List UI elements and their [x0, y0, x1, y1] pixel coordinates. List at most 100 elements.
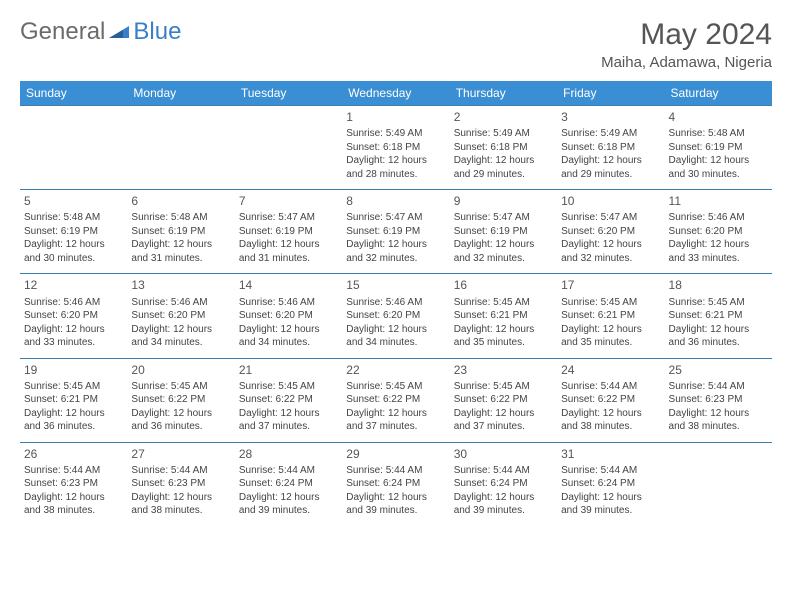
- day-number: 18: [669, 277, 768, 293]
- calendar-cell-empty: [20, 106, 127, 190]
- daylight-line: Daylight: 12 hours and 39 minutes.: [239, 491, 338, 518]
- day-number: 6: [131, 193, 230, 209]
- day-header: Wednesday: [342, 81, 449, 106]
- sunrise-line: Sunrise: 5:48 AM: [24, 211, 123, 225]
- calendar-cell: 30Sunrise: 5:44 AMSunset: 6:24 PMDayligh…: [450, 442, 557, 526]
- calendar-cell: 3Sunrise: 5:49 AMSunset: 6:18 PMDaylight…: [557, 106, 664, 190]
- sunrise-line: Sunrise: 5:46 AM: [669, 211, 768, 225]
- day-number: 13: [131, 277, 230, 293]
- day-number: 26: [24, 446, 123, 462]
- daylight-line: Daylight: 12 hours and 36 minutes.: [131, 407, 230, 434]
- sunset-line: Sunset: 6:23 PM: [669, 393, 768, 407]
- sunrise-line: Sunrise: 5:44 AM: [346, 464, 445, 478]
- calendar-cell-empty: [235, 106, 342, 190]
- calendar-cell: 28Sunrise: 5:44 AMSunset: 6:24 PMDayligh…: [235, 442, 342, 526]
- daylight-line: Daylight: 12 hours and 34 minutes.: [239, 323, 338, 350]
- calendar-row: 26 Sunrise: 5:44 AM Sunset: 6:23 PM Dayligh…: [20, 442, 772, 526]
- daylight-line: Daylight: 12 hours and 37 minutes.: [239, 407, 338, 434]
- sunset-line: Sunset: 6:20 PM: [131, 309, 230, 323]
- day-header: Monday: [127, 81, 234, 106]
- calendar-cell: 10Sunrise: 5:47 AMSunset: 6:20 PMDayligh…: [557, 190, 664, 274]
- sunrise-line: Sunrise: 5:46 AM: [24, 296, 123, 310]
- day-number: 19: [24, 362, 123, 378]
- daylight-line: Daylight: 12 hours and 32 minutes.: [346, 238, 445, 265]
- sunrise-line: Sunrise: 5:48 AM: [669, 127, 768, 141]
- sunset-line: Sunset: 6:23 PM: [24, 477, 123, 491]
- sunset-line: Sunset: 6:21 PM: [24, 393, 123, 407]
- calendar-table: SundayMondayTuesdayWednesdayThursdayFrid…: [20, 81, 772, 526]
- sunset-line: Sunset: 6:21 PM: [561, 309, 660, 323]
- sunset-line: Sunset: 6:24 PM: [346, 477, 445, 491]
- calendar-row: 12Sunrise: 5:46 AMSunset: 6:20 PMDayligh…: [20, 274, 772, 358]
- daylight-line: Daylight: 12 hours and 32 minutes.: [561, 238, 660, 265]
- day-number: 11: [669, 193, 768, 209]
- daylight-line: Daylight: 12 hours and 37 minutes.: [454, 407, 553, 434]
- sunrise-line: Sunrise: 5:46 AM: [131, 296, 230, 310]
- daylight-line: Daylight: 12 hours and 39 minutes.: [561, 491, 660, 518]
- sunset-line: Sunset: 6:20 PM: [346, 309, 445, 323]
- daylight-line: Daylight: 12 hours and 28 minutes.: [346, 154, 445, 181]
- daylight-line: Daylight: 12 hours and 36 minutes.: [24, 407, 123, 434]
- sunrise-line: Sunrise: 5:46 AM: [239, 296, 338, 310]
- day-number: 29: [346, 446, 445, 462]
- calendar-cell: 17Sunrise: 5:45 AMSunset: 6:21 PMDayligh…: [557, 274, 664, 358]
- sunset-line: Sunset: 6:22 PM: [346, 393, 445, 407]
- sunset-line: Sunset: 6:20 PM: [24, 309, 123, 323]
- sunset-line: Sunset: 6:20 PM: [669, 225, 768, 239]
- calendar-cell: 22Sunrise: 5:45 AMSunset: 6:22 PMDayligh…: [342, 358, 449, 442]
- day-number: 23: [454, 362, 553, 378]
- day-number: 28: [239, 446, 338, 462]
- calendar-cell: 6Sunrise: 5:48 AMSunset: 6:19 PMDaylight…: [127, 190, 234, 274]
- calendar-cell: 27Sunrise: 5:44 AMSunset: 6:23 PMDayligh…: [127, 442, 234, 526]
- day-number: 4: [669, 109, 768, 125]
- day-number: 1: [346, 109, 445, 125]
- sunset-line: Sunset: 6:24 PM: [561, 477, 660, 491]
- daylight-line: Daylight: 12 hours and 30 minutes.: [24, 238, 123, 265]
- day-number: 21: [239, 362, 338, 378]
- day-number: 20: [131, 362, 230, 378]
- calendar-body: 1Sunrise: 5:49 AMSunset: 6:18 PMDaylight…: [20, 106, 772, 526]
- sunset-line: Sunset: 6:19 PM: [239, 225, 338, 239]
- sunrise-line: Sunrise: 5:44 AM: [669, 380, 768, 394]
- daylight-line: Daylight: 12 hours and 30 minutes.: [669, 154, 768, 181]
- calendar-row: 19Sunrise: 5:45 AMSunset: 6:21 PMDayligh…: [20, 358, 772, 442]
- day-number: 10: [561, 193, 660, 209]
- calendar-cell: 31Sunrise: 5:44 AMSunset: 6:24 PMDayligh…: [557, 442, 664, 526]
- day-number: 16: [454, 277, 553, 293]
- sunrise-line: Sunrise: 5:45 AM: [239, 380, 338, 394]
- sunset-line: Sunset: 6:24 PM: [454, 477, 553, 491]
- calendar-cell: 14Sunrise: 5:46 AMSunset: 6:20 PMDayligh…: [235, 274, 342, 358]
- calendar-row: 5Sunrise: 5:48 AMSunset: 6:19 PMDaylight…: [20, 190, 772, 274]
- calendar-cell: 23Sunrise: 5:45 AMSunset: 6:22 PMDayligh…: [450, 358, 557, 442]
- calendar-cell: 2Sunrise: 5:49 AMSunset: 6:18 PMDaylight…: [450, 106, 557, 190]
- sunset-line: Sunset: 6:24 PM: [239, 477, 338, 491]
- sunrise-line: Sunrise: 5:45 AM: [454, 296, 553, 310]
- calendar-cell: 15Sunrise: 5:46 AMSunset: 6:20 PMDayligh…: [342, 274, 449, 358]
- sunrise-line: Sunrise: 5:45 AM: [131, 380, 230, 394]
- calendar-cell: 21 Sunrise: 5:45 AMSunset: 6:22 PMDayligh…: [235, 358, 342, 442]
- sunrise-line: Sunrise: 5:44 AM: [561, 380, 660, 394]
- calendar-cell: 26Sunrise: 5:44 AMSunset: 6:23 PMDayligh…: [20, 442, 127, 526]
- daylight-line: Daylight: 12 hours and 32 minutes.: [454, 238, 553, 265]
- sunset-line: Sunset: 6:21 PM: [669, 309, 768, 323]
- calendar-cell: 24Sunrise: 5:44 AMSunset: 6:22 PMDayligh…: [557, 358, 664, 442]
- sunrise-line: Sunrise: 5:46 AM: [346, 296, 445, 310]
- location: Maiha, Adamawa, Nigeria: [601, 54, 772, 71]
- calendar-cell: 9Sunrise: 5:47 AMSunset: 6:19 PMDaylight…: [450, 190, 557, 274]
- sunset-line: Sunset: 6:22 PM: [239, 393, 338, 407]
- day-number: 27: [131, 446, 230, 462]
- daylight-line: Daylight: 12 hours and 38 minutes.: [561, 407, 660, 434]
- calendar-cell: 12Sunrise: 5:46 AMSunset: 6:20 PMDayligh…: [20, 274, 127, 358]
- sunrise-line: Sunrise: 5:47 AM: [239, 211, 338, 225]
- daylight-line: Daylight: 12 hours and 38 minutes.: [131, 491, 230, 518]
- sunrise-line: Sunrise: 5:49 AM: [454, 127, 553, 141]
- day-number: 25: [669, 362, 768, 378]
- calendar-cell: 25Sunrise: 5:44 AMSunset: 6:23 PMDayligh…: [665, 358, 772, 442]
- calendar-cell: 4Sunrise: 5:48 AMSunset: 6:19 PMDaylight…: [665, 106, 772, 190]
- calendar-cell: 20 Sunrise: 5:45 AMSunset: 6:22 PMDayligh…: [127, 358, 234, 442]
- sunset-line: Sunset: 6:22 PM: [131, 393, 230, 407]
- day-number: 24: [561, 362, 660, 378]
- daylight-line: Daylight: 12 hours and 29 minutes.: [454, 154, 553, 181]
- calendar-cell: 18Sunrise: 5:45 AMSunset: 6:21 PMDayligh…: [665, 274, 772, 358]
- sunrise-line: Sunrise: 5:45 AM: [24, 380, 123, 394]
